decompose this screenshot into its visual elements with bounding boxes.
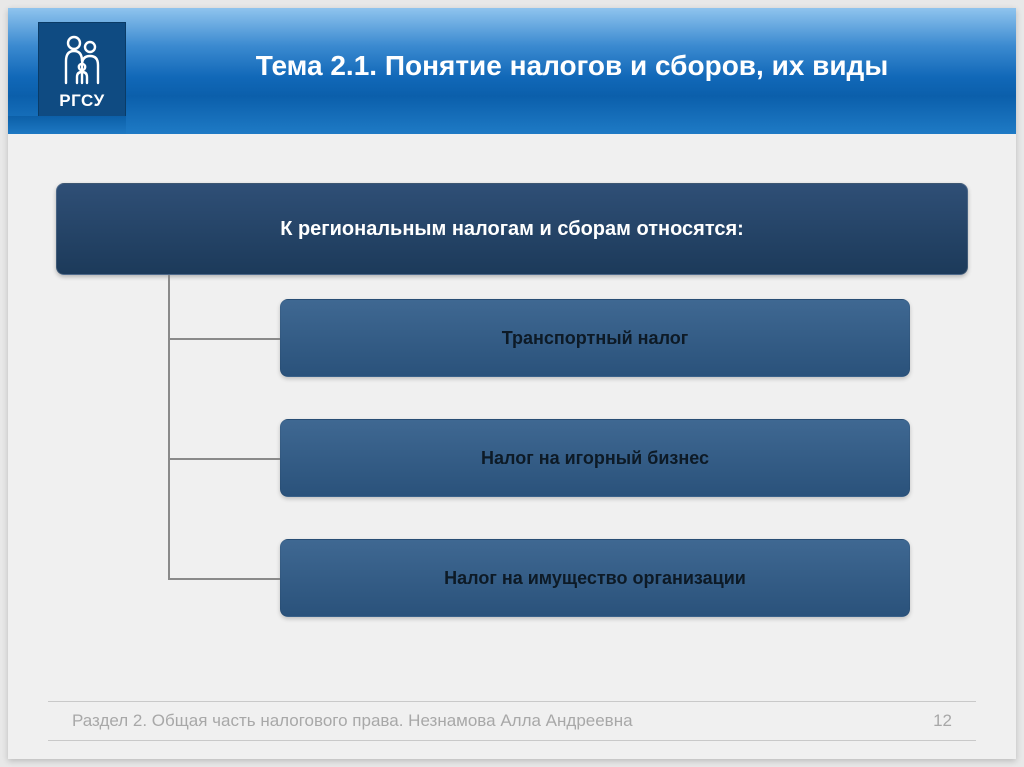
child-row: Транспортный налог (56, 293, 968, 383)
child-node: Транспортный налог (280, 299, 910, 377)
parent-node: К региональным налогам и сборам относятс… (56, 183, 968, 275)
tree-children: Транспортный налог Налог на игорный бизне… (56, 283, 968, 623)
page-number: 12 (933, 711, 952, 731)
child-node: Налог на имущество организации (280, 539, 910, 617)
logo-label: РГСУ (59, 91, 104, 111)
child-node-label: Налог на имущество организации (444, 568, 746, 589)
footer-text: Раздел 2. Общая часть налогового права. … (72, 711, 633, 731)
connector-branch (168, 578, 280, 580)
child-node-label: Налог на игорный бизнес (481, 448, 709, 469)
header-notch (8, 116, 126, 134)
parent-node-label: К региональным налогам и сборам относятс… (280, 218, 744, 241)
connector-branch (168, 338, 280, 340)
connector-branch (168, 458, 280, 460)
logo: РГСУ (38, 22, 126, 122)
slide-title: Тема 2.1. Понятие налогов и сборов, их в… (158, 50, 986, 82)
footer: Раздел 2. Общая часть налогового права. … (48, 701, 976, 741)
people-icon (58, 33, 106, 87)
child-row: Налог на имущество организации (56, 533, 968, 623)
diagram: К региональным налогам и сборам относятс… (56, 183, 968, 679)
child-row: Налог на игорный бизнес (56, 413, 968, 503)
header-bar: РГСУ Тема 2.1. Понятие налогов и сборов,… (8, 8, 1016, 134)
slide: РГСУ Тема 2.1. Понятие налогов и сборов,… (8, 8, 1016, 759)
child-node-label: Транспортный налог (502, 328, 689, 349)
child-node: Налог на игорный бизнес (280, 419, 910, 497)
